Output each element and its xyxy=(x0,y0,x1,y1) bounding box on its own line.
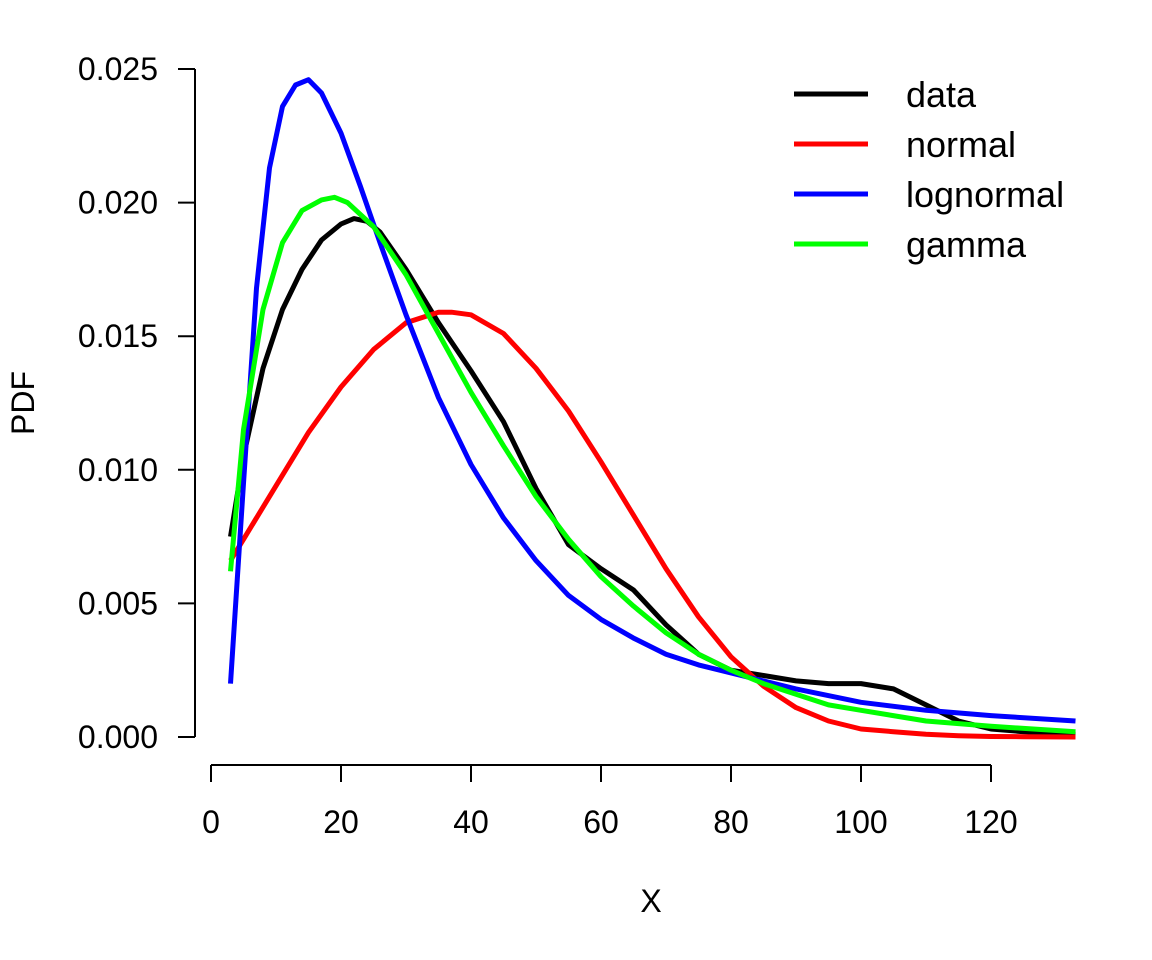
y-tick-label: 0.015 xyxy=(78,318,158,354)
series-line-data xyxy=(228,216,1076,737)
legend-label-gamma: gamma xyxy=(906,224,1027,265)
x-tick-label: 60 xyxy=(583,804,619,840)
legend-label-normal: normal xyxy=(906,124,1016,165)
x-tick-label: 100 xyxy=(834,804,887,840)
legend: data normal lognormal gamma xyxy=(794,74,1064,265)
series-layer xyxy=(228,77,1076,740)
y-tick-label: 0.000 xyxy=(78,719,158,755)
x-tick-label: 0 xyxy=(202,804,220,840)
x-ticks: 0 20 40 60 80 100 120 xyxy=(202,765,1018,840)
series-line-gamma xyxy=(228,194,1076,735)
x-tick-label: 80 xyxy=(713,804,749,840)
x-tick-label: 120 xyxy=(964,804,1017,840)
series-line-lognormal xyxy=(228,77,1076,724)
y-tick-label: 0.005 xyxy=(78,585,158,621)
y-axis-title: PDF xyxy=(5,371,41,435)
x-tick-label: 20 xyxy=(323,804,359,840)
x-axis-title: X xyxy=(640,883,661,919)
legend-label-lognormal: lognormal xyxy=(906,174,1064,215)
y-tick-label: 0.025 xyxy=(78,51,158,87)
y-tick-label: 0.010 xyxy=(78,452,158,488)
x-axis: 0 20 40 60 80 100 120 xyxy=(202,764,1018,840)
legend-label-data: data xyxy=(906,74,977,115)
y-axis: 0.000 0.005 0.010 0.015 0.020 0.025 xyxy=(78,51,196,755)
x-tick-label: 40 xyxy=(453,804,489,840)
series-line-normal xyxy=(228,309,1076,740)
y-ticks: 0.000 0.005 0.010 0.015 0.020 0.025 xyxy=(78,51,195,755)
y-tick-label: 0.020 xyxy=(78,185,158,221)
